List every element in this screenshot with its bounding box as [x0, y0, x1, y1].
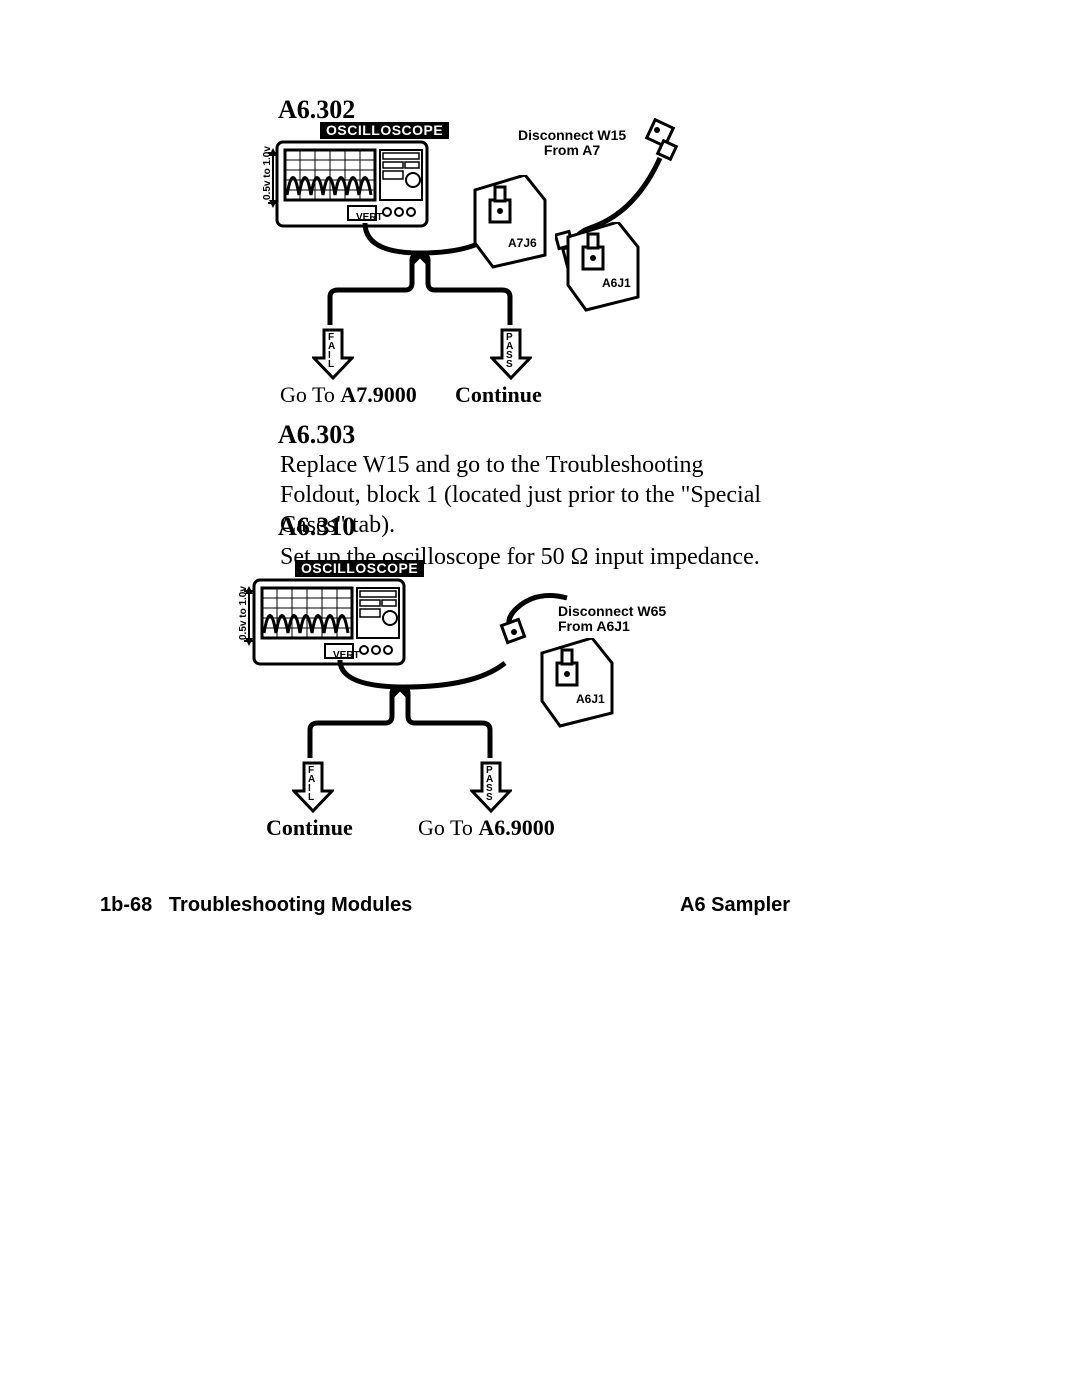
range-bracket-302 — [266, 148, 280, 208]
fail-action-310-bold: Continue — [266, 815, 353, 840]
fail-action-310: Continue — [266, 815, 353, 841]
fail-action-302-bold: A7.9000 — [340, 382, 416, 407]
pass-action-310-pre: Go To — [418, 815, 478, 840]
oscilloscope-302 — [275, 140, 430, 230]
a7j6-label: A7J6 — [508, 237, 537, 250]
footer-title: Troubleshooting Modules — [169, 894, 412, 916]
board-a6j1-302 — [548, 222, 643, 312]
disconnect-text-310: Disconnect W65 From A6J1 — [558, 604, 666, 635]
fail-action-302-pre: Go To — [280, 382, 340, 407]
flow-bracket-310 — [290, 688, 510, 763]
oscilloscope-label-310: OSCILLOSCOPE — [295, 560, 424, 577]
heading-a6-310: A6.310 — [278, 512, 355, 542]
heading-a6-303: A6.303 — [278, 420, 355, 450]
fail-text-310: FAIL — [308, 766, 315, 802]
fail-text-302: FAIL — [328, 333, 335, 369]
pass-action-302: Continue — [455, 382, 542, 408]
disconnect-310-l1: Disconnect W65 — [558, 603, 666, 619]
pass-action-302-bold: Continue — [455, 382, 542, 407]
heading-a6-302: A6.302 — [278, 95, 355, 125]
pass-text-310: PASS — [486, 766, 493, 802]
oscilloscope-label-302: OSCILLOSCOPE — [320, 122, 449, 139]
page: A6.302 OSCILLOSCOPE 0.5v to 1.0v — [0, 0, 1080, 1398]
a6j1-label-310: A6J1 — [576, 693, 605, 706]
disconnect-310-l2: From A6J1 — [558, 618, 630, 634]
pass-text-302: PASS — [506, 333, 513, 369]
flow-bracket-302 — [310, 255, 530, 330]
fail-action-302: Go To A7.9000 — [280, 382, 417, 408]
footer-page: 1b-68 — [100, 894, 152, 916]
board-a6j1-310 — [522, 638, 617, 728]
footer-left: 1b-68 Troubleshooting Modules — [100, 894, 412, 917]
pass-action-310-bold: A6.9000 — [478, 815, 554, 840]
body-a6-303: Replace W15 and go to the Troubleshootin… — [280, 450, 790, 540]
a6j1-label-302: A6J1 — [602, 277, 631, 290]
footer-right: A6 Sampler — [680, 894, 790, 917]
pass-action-310: Go To A6.9000 — [418, 815, 555, 841]
